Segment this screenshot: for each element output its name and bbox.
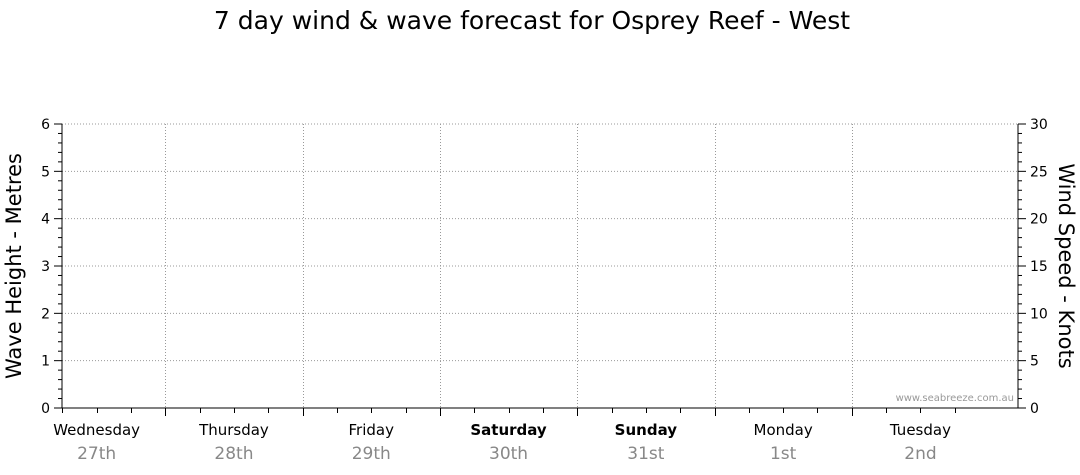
day-name-label: Saturday [470, 421, 547, 439]
day-name-label: Tuesday [889, 421, 951, 439]
right-tick-label: 5 [1030, 354, 1039, 370]
right-tick-label: 20 [1030, 212, 1048, 228]
ticks [54, 123, 1026, 416]
left-tick-label: 2 [41, 306, 50, 322]
left-axis-label: Wave Height - Metres [2, 153, 26, 379]
right-tick-label: 30 [1030, 117, 1048, 133]
grid-lines [62, 123, 1018, 408]
right-tick-label: 25 [1030, 164, 1048, 180]
day-name-label: Thursday [198, 421, 269, 439]
left-tick-label: 0 [41, 401, 50, 417]
tick-labels: 0 01 52 103 154 205 256 30Wednesday27thThursday… [41, 117, 1048, 464]
day-date-label: 28th [214, 444, 253, 464]
day-name-label: Wednesday [53, 421, 140, 439]
left-tick-label: 4 [41, 212, 50, 228]
left-tick-label: 5 [41, 164, 50, 180]
day-date-label: 1st [770, 444, 797, 464]
right-tick-label: 0 [1030, 401, 1039, 417]
right-axis-label: Wind Speed - Knots [1054, 163, 1078, 368]
day-date-label: 30th [489, 444, 528, 464]
right-tick-label: 10 [1030, 306, 1048, 322]
day-name-label: Friday [349, 421, 395, 439]
day-date-label: 27th [77, 444, 116, 464]
left-tick-label: 1 [41, 354, 50, 370]
watermark: www.seabreeze.com.au [896, 393, 1014, 404]
chart-title: 7 day wind & wave forecast for Osprey Re… [213, 6, 851, 35]
left-tick-label: 3 [41, 259, 50, 275]
day-name-label: Monday [754, 421, 813, 439]
day-date-label: 2nd [904, 444, 936, 464]
day-date-label: 31st [627, 444, 664, 464]
day-date-label: 29th [352, 444, 391, 464]
day-name-label: Sunday [615, 421, 678, 439]
left-tick-label: 6 [41, 117, 50, 133]
right-tick-label: 15 [1030, 259, 1048, 275]
